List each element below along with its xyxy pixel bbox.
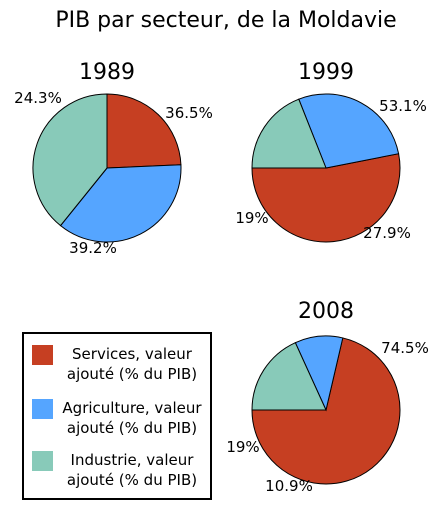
data-label-1989-agriculture: 36.5% xyxy=(165,104,213,122)
pie-chart-2008: 2008 74.5% 10.9% 19% xyxy=(226,299,429,495)
legend-swatch-agriculture xyxy=(32,399,53,419)
pie-slice-1989-agriculture xyxy=(59,164,182,243)
legend-label-industrie-line2: ajouté (% du PIB) xyxy=(67,471,197,489)
data-label-1999-services: 53.1% xyxy=(379,97,427,115)
data-label-1999-industrie: 19% xyxy=(235,209,268,227)
legend-swatch-industrie xyxy=(32,451,53,471)
legend-label-industrie-line1: Industrie, valeur xyxy=(71,451,195,469)
pie-slice-2008-industrie xyxy=(251,341,327,411)
pie-slice-1999-services xyxy=(251,153,401,243)
data-label-2008-industrie: 19% xyxy=(226,438,259,456)
legend-label-services-line2: ajouté (% du PIB) xyxy=(67,365,197,383)
legend-label-agriculture-line1: Agriculture, valeur xyxy=(62,399,202,417)
data-label-2008-agriculture: 10.9% xyxy=(265,477,313,495)
pie-slice-1999-agriculture xyxy=(298,93,400,169)
pie-chart-1999: 1999 53.1% 27.9% 19% xyxy=(235,60,427,243)
pie-slice-1989-services xyxy=(106,93,182,169)
pie-chart-1989: 1989 24.3% 36.5% 39.2% xyxy=(14,60,213,257)
pie-title-1999: 1999 xyxy=(298,60,354,85)
data-label-1999-agriculture: 27.9% xyxy=(363,224,411,242)
pie-slice-1989-industrie xyxy=(32,93,108,227)
legend-swatch-services xyxy=(32,345,53,365)
pie-title-1989: 1989 xyxy=(79,60,135,85)
legend-frame xyxy=(22,332,212,500)
pie-title-2008: 2008 xyxy=(298,299,354,324)
pie-charts-group: 198924.3%36.5%39.2%199953.1%27.9%19%2008… xyxy=(14,60,429,495)
chart-title: PIB par secteur, de la Moldavie xyxy=(55,8,396,33)
legend: Services, valeur ajouté (% du PIB) Agricul… xyxy=(22,332,212,500)
data-label-1989-services: 24.3% xyxy=(14,89,62,107)
data-label-2008-services: 74.5% xyxy=(381,339,429,357)
data-label-1989-industrie: 39.2% xyxy=(69,239,117,257)
legend-label-agriculture-line2: ajouté (% du PIB) xyxy=(67,419,197,437)
pie-slice-1999-industrie xyxy=(251,98,327,169)
legend-label-services-line1: Services, valeur xyxy=(72,345,193,363)
